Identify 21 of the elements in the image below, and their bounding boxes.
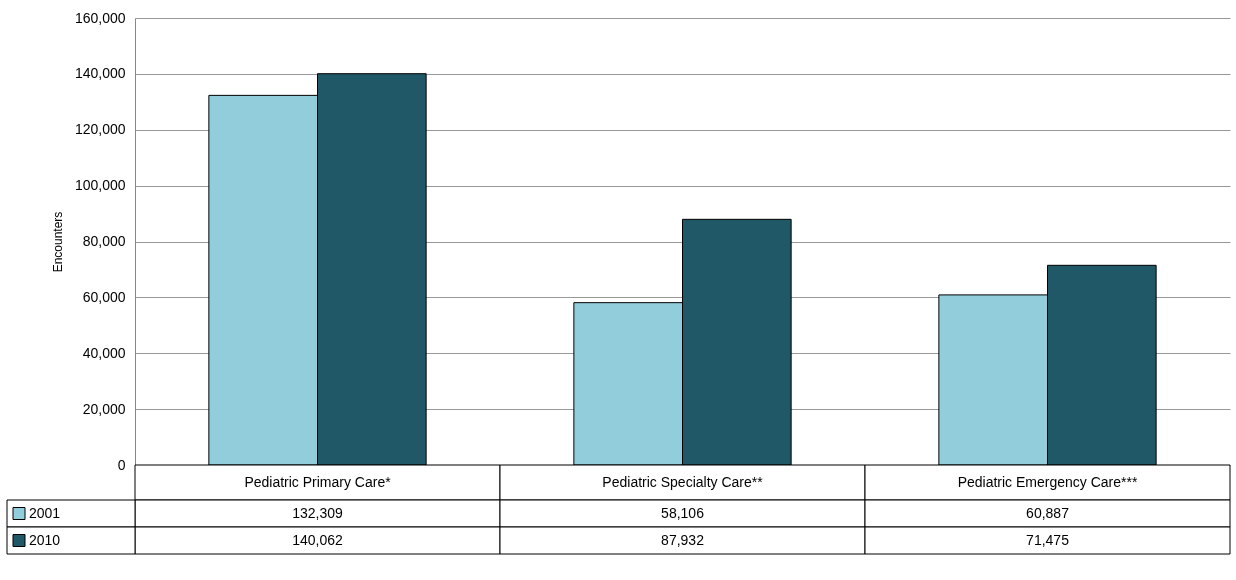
y-tick-label: 40,000 xyxy=(82,344,126,361)
data-label: 58,106 xyxy=(661,504,705,521)
data-label: 132,309 xyxy=(292,504,344,521)
data-label: 140,062 xyxy=(292,531,344,548)
data-label: 87,932 xyxy=(661,531,705,548)
y-tick-label: 0 xyxy=(117,456,126,473)
x-tick-label: Pediatric Primary Care* xyxy=(244,473,392,490)
y-tick-label: 20,000 xyxy=(82,400,126,417)
data-label: 71,475 xyxy=(1026,531,1070,548)
data-label: 60,887 xyxy=(1026,504,1070,521)
legend-label: 2010 xyxy=(29,531,61,548)
y-tick-label: 120,000 xyxy=(74,121,126,138)
y-tick-label: 160,000 xyxy=(74,9,126,26)
x-tick-label: Pediatric Emergency Care*** xyxy=(957,473,1138,490)
legend-label: 2001 xyxy=(29,504,61,521)
y-tick-label: 100,000 xyxy=(74,177,126,194)
y-tick-label: 60,000 xyxy=(82,288,126,305)
x-tick-label: Pediatric Specialty Care** xyxy=(602,473,764,490)
y-axis-title: Encounters xyxy=(50,211,65,273)
y-tick-label: 80,000 xyxy=(82,233,126,249)
y-tick-label: 140,000 xyxy=(74,65,126,82)
